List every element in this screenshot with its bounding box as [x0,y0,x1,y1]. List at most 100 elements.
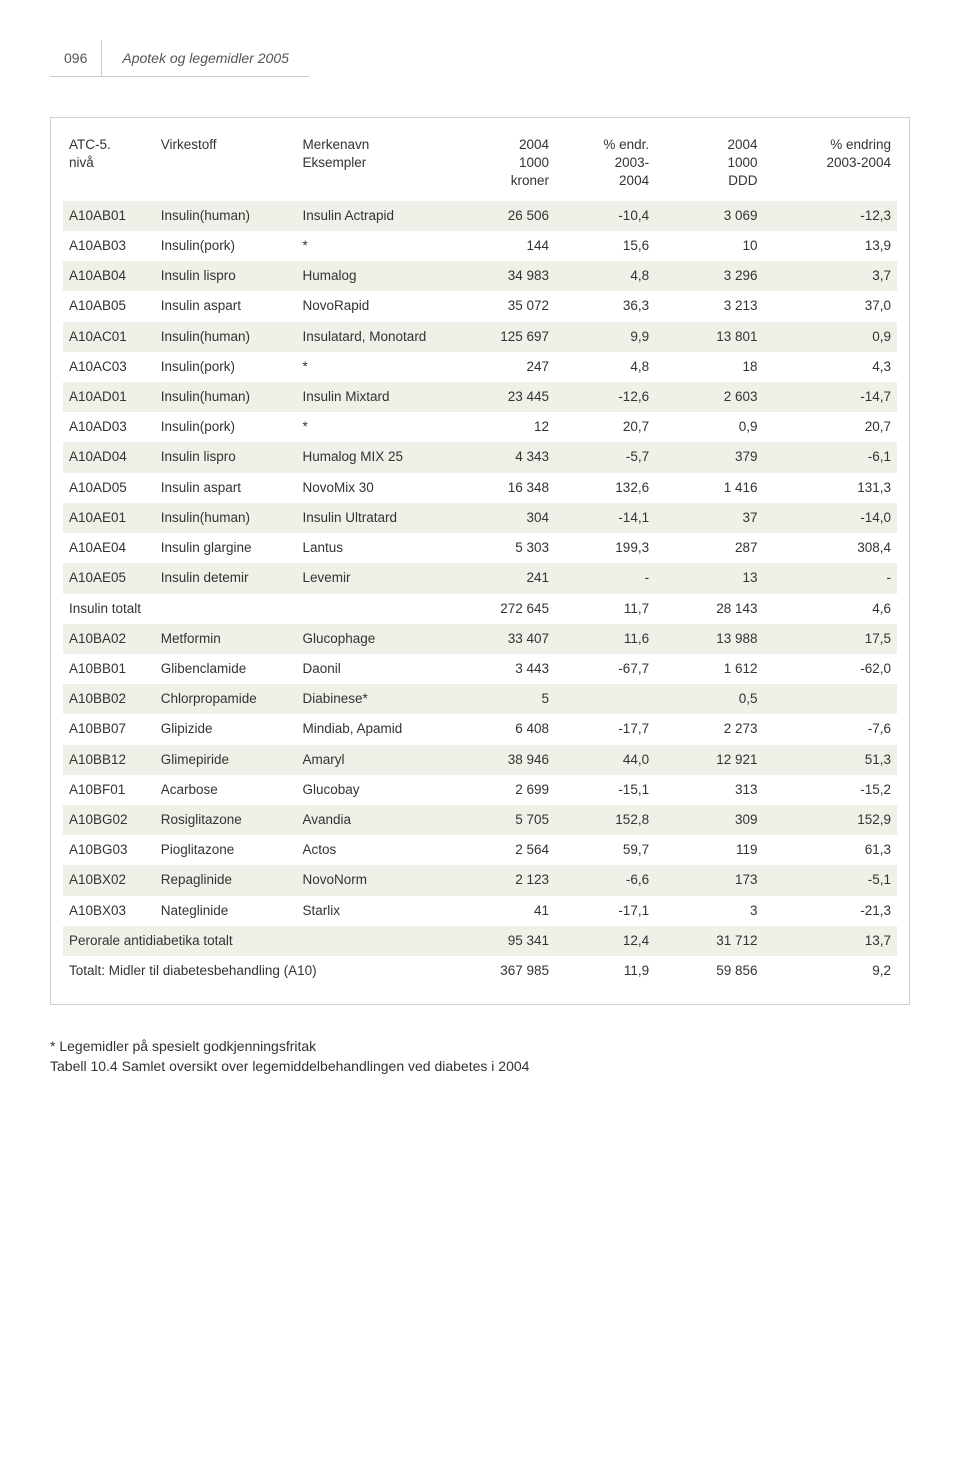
table-row: A10AB05Insulin aspartNovoRapid35 07236,3… [63,291,897,321]
table-cell: -15,1 [555,775,655,805]
table-cell: Glimepiride [155,745,297,775]
table-cell: Metformin [155,624,297,654]
table-cell: A10BX03 [63,896,155,926]
table-cell: A10BB12 [63,745,155,775]
table-cell: A10BG02 [63,805,155,835]
table-cell: Insulin(human) [155,201,297,231]
table-cell: 4 343 [447,442,555,472]
table-cell: 5 303 [447,533,555,563]
table-cell: 144 [447,231,555,261]
table-cell: A10AD04 [63,442,155,472]
table-cell: A10AE01 [63,503,155,533]
table-cell: -67,7 [555,654,655,684]
table-cell: 247 [447,352,555,382]
table-cell: 12 921 [655,745,763,775]
table-row: A10BA02MetforminGlucophage33 40711,613 9… [63,624,897,654]
table-cell: Insulin(human) [155,382,297,412]
table-cell: A10AE05 [63,563,155,593]
table-row: A10AE04Insulin glargineLantus5 303199,32… [63,533,897,563]
table-cell: Perorale antidiabetika totalt [63,926,447,956]
table-cell: 44,0 [555,745,655,775]
table-cell: 11,7 [555,594,655,624]
table-cell: 3 069 [655,201,763,231]
table-row: A10BX02RepaglinideNovoNorm2 123-6,6173-5… [63,865,897,895]
table-header: ATC-5.nivåVirkestoffMerkenavnEksempler20… [63,130,897,201]
table-cell: A10BF01 [63,775,155,805]
table-cell: A10AE04 [63,533,155,563]
table-cell: Rosiglitazone [155,805,297,835]
table-cell: Acarbose [155,775,297,805]
table-cell: -7,6 [764,714,898,744]
table-cell: 9,2 [764,956,898,986]
table-cell: -21,3 [764,896,898,926]
table-row: A10BG02RosiglitazoneAvandia5 705152,8309… [63,805,897,835]
table-cell: Insulin lispro [155,442,297,472]
table-row: A10BX03NateglinideStarlix41-17,13-21,3 [63,896,897,926]
table-cell: -6,1 [764,442,898,472]
table-cell: Insulin lispro [155,261,297,291]
data-table: ATC-5.nivåVirkestoffMerkenavnEksempler20… [63,130,897,986]
table-cell: * [297,231,447,261]
table-cell: A10BB01 [63,654,155,684]
table-cell: Humalog [297,261,447,291]
table-cell: Insulin(human) [155,322,297,352]
table-cell: A10AB03 [63,231,155,261]
table-row: A10AD04Insulin lisproHumalog MIX 254 343… [63,442,897,472]
table-cell: 2 603 [655,382,763,412]
table-cell: 6 408 [447,714,555,744]
table-row: A10AD03Insulin(pork)*1220,70,920,7 [63,412,897,442]
table-cell: 4,8 [555,352,655,382]
table-cell: 379 [655,442,763,472]
table-cell: 5 705 [447,805,555,835]
table-cell: 35 072 [447,291,555,321]
table-cell: A10AB05 [63,291,155,321]
table-cell [155,594,297,624]
table-row: A10AD05Insulin aspartNovoMix 3016 348132… [63,473,897,503]
table-cell: 3 213 [655,291,763,321]
table-cell: -12,6 [555,382,655,412]
table-cell: 36,3 [555,291,655,321]
table-cell: 20,7 [764,412,898,442]
table-cell: A10BB02 [63,684,155,714]
table-cell: 28 143 [655,594,763,624]
table-body: A10AB01Insulin(human)Insulin Actrapid26 … [63,201,897,987]
table-row: A10AD01Insulin(human)Insulin Mixtard23 4… [63,382,897,412]
table-cell: -14,7 [764,382,898,412]
table-cell: A10AB04 [63,261,155,291]
table-cell [297,594,447,624]
table-row: A10BB12GlimepirideAmaryl38 94644,012 921… [63,745,897,775]
table-cell: 272 645 [447,594,555,624]
table-cell: 26 506 [447,201,555,231]
table-cell: Glipizide [155,714,297,744]
table-cell: 13 [655,563,763,593]
table-cell: Insulin(pork) [155,352,297,382]
column-header: ATC-5.nivå [63,130,155,201]
table-cell: 18 [655,352,763,382]
column-header: % endr.2003-2004 [555,130,655,201]
table-cell: 23 445 [447,382,555,412]
table-cell: 59 856 [655,956,763,986]
table-cell: 17,5 [764,624,898,654]
column-header: 20041000kroner [447,130,555,201]
table-cell: 152,8 [555,805,655,835]
table-cell: 0,9 [764,322,898,352]
table-cell: - [764,563,898,593]
table-cell [764,684,898,714]
table-cell: 0,9 [655,412,763,442]
table-cell: Mindiab, Apamid [297,714,447,744]
table-row: A10BB02ChlorpropamideDiabinese*50,5 [63,684,897,714]
table-cell: 95 341 [447,926,555,956]
table-cell: A10AD03 [63,412,155,442]
table-cell [555,684,655,714]
table-cell: 309 [655,805,763,835]
table-cell: 119 [655,835,763,865]
table-cell: 3 443 [447,654,555,684]
table-cell: 15,6 [555,231,655,261]
table-cell: 13 988 [655,624,763,654]
table-cell: 4,6 [764,594,898,624]
table-cell: 2 699 [447,775,555,805]
table-cell: 132,6 [555,473,655,503]
footnote: * Legemidler på spesielt godkjenningsfri… [50,1035,910,1057]
table-cell: -14,1 [555,503,655,533]
table-cell: 0,5 [655,684,763,714]
